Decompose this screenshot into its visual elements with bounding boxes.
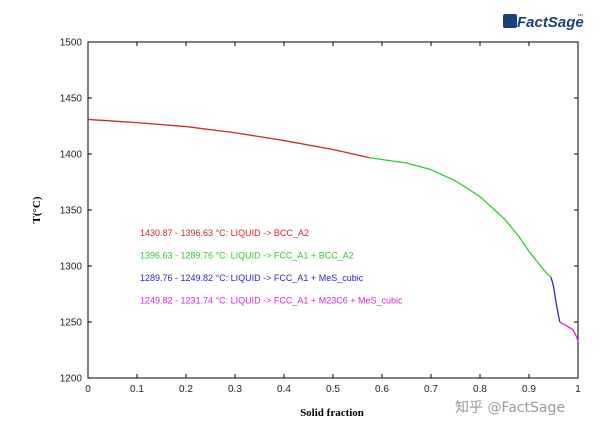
y-axis-title: T(°C) <box>31 196 43 223</box>
y-tick-label: 1500 <box>60 38 83 49</box>
x-tick-label: 0 <box>85 384 91 395</box>
x-axis: 0 0.1 0.2 0.3 0.4 0.5 0.6 0.7 0.8 0.9 1 <box>85 42 581 395</box>
x-tick-label: 0.4 <box>277 384 291 395</box>
x-tick-label: 0.1 <box>130 384 144 395</box>
x-tick-label: 0.7 <box>424 384 438 395</box>
x-axis-title: Solid fraction <box>300 407 364 419</box>
legend-entry-4: 1249.82 - 1231.74 °C: LIQUID -> FCC_A1 +… <box>140 296 403 306</box>
legend: 1430.87 - 1396.63 °C: LIQUID -> BCC_A2 13… <box>140 228 403 306</box>
x-tick-label: 0.6 <box>375 384 389 395</box>
y-tick-label: 1300 <box>60 262 83 273</box>
legend-entry-3: 1289.76 - 1249.82 °C: LIQUID -> FCC_A1 +… <box>140 273 364 283</box>
series-line-4 <box>559 321 579 343</box>
x-tick-label: 0.3 <box>228 384 242 395</box>
legend-entry-2: 1396.63 - 1289.76 °C: LIQUID -> FCC_A1 +… <box>140 251 354 261</box>
legend-entry-1: 1430.87 - 1396.63 °C: LIQUID -> BCC_A2 <box>140 228 309 238</box>
x-tick-label: 0.8 <box>473 384 487 395</box>
y-axis: 1200 1250 1300 1350 1400 1450 1500 <box>60 38 578 385</box>
x-tick-label: 1 <box>575 384 581 395</box>
x-tick-label: 0.9 <box>522 384 536 395</box>
logo-trademark: ™ <box>577 13 583 20</box>
plot-area-frame <box>87 41 579 379</box>
factsage-logo: FactSage ™ <box>503 13 584 31</box>
series-line-2 <box>369 157 552 278</box>
y-tick-label: 1450 <box>60 94 83 105</box>
y-tick-label: 1250 <box>60 318 83 329</box>
series-line-3 <box>550 277 561 323</box>
series-lines <box>87 118 579 343</box>
series-line-1 <box>87 118 370 159</box>
y-tick-label: 1200 <box>60 374 83 385</box>
x-tick-label: 0.5 <box>326 384 340 395</box>
y-tick-label: 1350 <box>60 206 83 217</box>
logo-mark-icon <box>503 14 517 28</box>
x-tick-label: 0.2 <box>179 384 193 395</box>
y-tick-label: 1400 <box>60 150 83 161</box>
logo-text: FactSage <box>517 14 584 31</box>
watermark: 知乎 @FactSage <box>455 399 565 416</box>
